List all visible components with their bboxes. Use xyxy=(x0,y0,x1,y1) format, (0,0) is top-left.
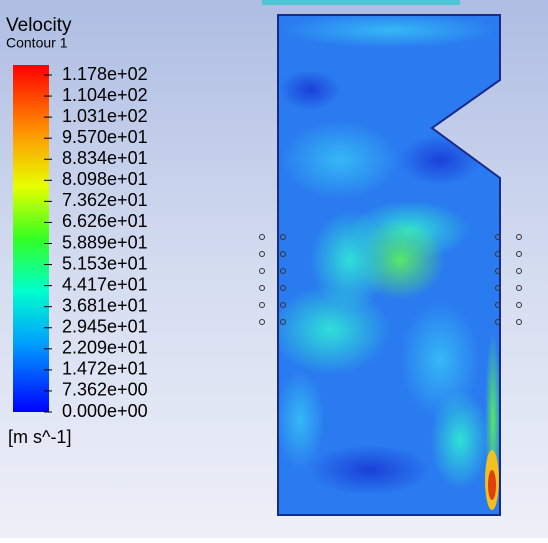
color-bar-label: 0.000e+00 xyxy=(62,401,148,421)
color-bar-label: 7.362e+01 xyxy=(62,190,148,210)
color-bar-label: 8.834e+01 xyxy=(62,148,148,168)
color-bar-label: 1.178e+02 xyxy=(62,64,148,84)
color-bar xyxy=(13,65,49,412)
color-bar-ticks: 1.178e+021.104e+021.031e+029.570e+018.83… xyxy=(44,64,148,421)
color-bar-label: 1.031e+02 xyxy=(62,106,148,126)
contour-field xyxy=(278,15,500,515)
color-bar-label: 9.570e+01 xyxy=(62,127,148,147)
color-bar-label: 3.681e+01 xyxy=(62,295,148,315)
color-bar-label: 5.153e+01 xyxy=(62,253,148,273)
color-bar-label: 8.098e+01 xyxy=(62,169,148,189)
legend-subtitle: Contour 1 xyxy=(6,35,68,51)
color-bar-label: 1.472e+01 xyxy=(62,359,148,379)
legend-unit: [m s^-1] xyxy=(8,427,71,447)
domain-outline xyxy=(277,14,501,516)
color-bar-label: 1.104e+02 xyxy=(62,85,148,105)
probe-markers xyxy=(259,234,522,325)
legend-title: Velocity xyxy=(6,15,72,36)
color-bar-label: 4.417e+01 xyxy=(62,274,148,294)
color-bar-label: 2.945e+01 xyxy=(62,317,148,337)
color-bar-label: 2.209e+01 xyxy=(62,338,148,358)
color-bar-label: 6.626e+01 xyxy=(62,211,148,231)
color-bar-label: 5.889e+01 xyxy=(62,232,148,252)
color-bar-label: 7.362e+00 xyxy=(62,380,148,400)
top-strip xyxy=(262,0,460,5)
